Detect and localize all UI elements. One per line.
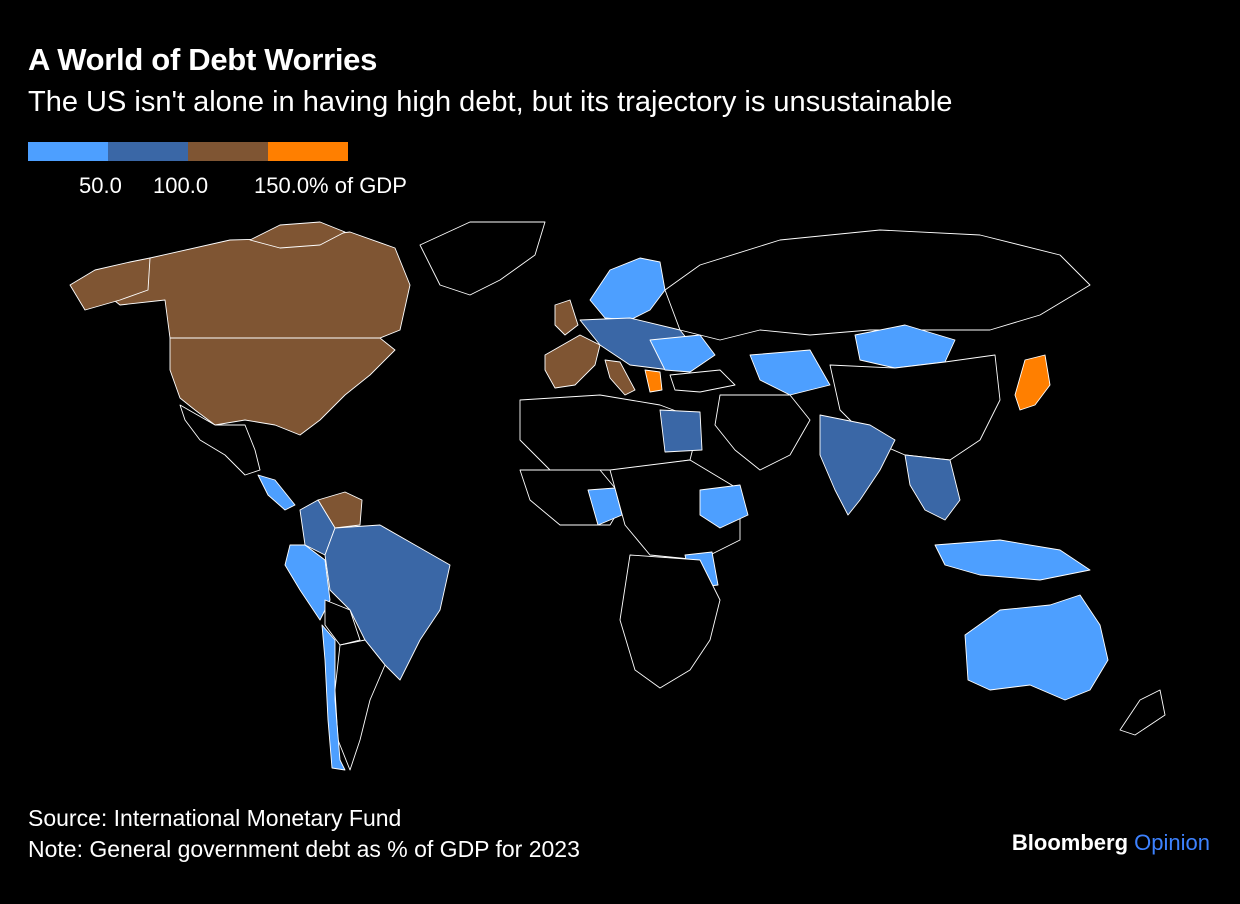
color-legend: 50.0 100.0 150.0% of GDP xyxy=(28,142,407,202)
region-alaska xyxy=(69,257,151,311)
region-usa xyxy=(169,337,396,436)
chart-title: A World of Debt Worries xyxy=(28,42,378,77)
region-indonesia xyxy=(934,539,1091,581)
region-greenland xyxy=(419,221,546,296)
legend-swatch-bin-2 xyxy=(108,142,188,161)
region-southeast-asia xyxy=(904,454,961,521)
region-greece xyxy=(644,369,663,393)
region-central-america xyxy=(257,474,296,511)
region-russia xyxy=(664,229,1091,341)
region-egypt xyxy=(659,409,703,453)
region-turkey xyxy=(669,369,736,393)
bloomberg-opinion-logo: Bloomberg Opinion xyxy=(1012,830,1210,856)
region-eastern-europe xyxy=(649,334,716,373)
brand-product: Opinion xyxy=(1134,830,1210,855)
region-japan xyxy=(1014,354,1051,411)
legend-swatch-bin-3 xyxy=(188,142,268,161)
legend-tick-50: 50.0 xyxy=(79,173,122,198)
legend-tick-100: 100.0 xyxy=(153,173,209,198)
region-canada-islands xyxy=(249,221,346,249)
legend-swatch-bin-4 xyxy=(268,142,348,161)
brand-name: Bloomberg xyxy=(1011,830,1129,855)
region-southern-africa xyxy=(619,554,721,689)
region-italy xyxy=(604,359,636,396)
region-bolivia xyxy=(324,599,361,646)
source-note: Source: International Monetary Fund xyxy=(28,805,402,831)
region-middle-east xyxy=(714,394,811,471)
region-chile xyxy=(321,624,346,771)
region-central-asia xyxy=(749,349,831,396)
region-central-africa xyxy=(609,459,741,561)
region-western-europe xyxy=(544,334,601,389)
region-australia xyxy=(964,594,1109,701)
region-new-zealand xyxy=(1119,689,1166,736)
region-scandinavia xyxy=(589,257,666,321)
region-argentina xyxy=(334,639,386,771)
legend-tick-150: 150.0% of GDP xyxy=(254,173,407,198)
region-peru xyxy=(284,544,331,621)
legend-swatch-bin-1 xyxy=(28,142,108,161)
region-uk xyxy=(554,299,579,336)
methodology-note: Note: General government debt as % of GD… xyxy=(28,836,580,862)
world-debt-map xyxy=(69,221,1166,771)
region-mongolia xyxy=(854,324,956,369)
region-india xyxy=(819,414,896,516)
region-mexico xyxy=(179,404,261,476)
region-ethiopia xyxy=(699,484,749,529)
chart-subtitle: The US isn't alone in having high debt, … xyxy=(28,86,953,118)
